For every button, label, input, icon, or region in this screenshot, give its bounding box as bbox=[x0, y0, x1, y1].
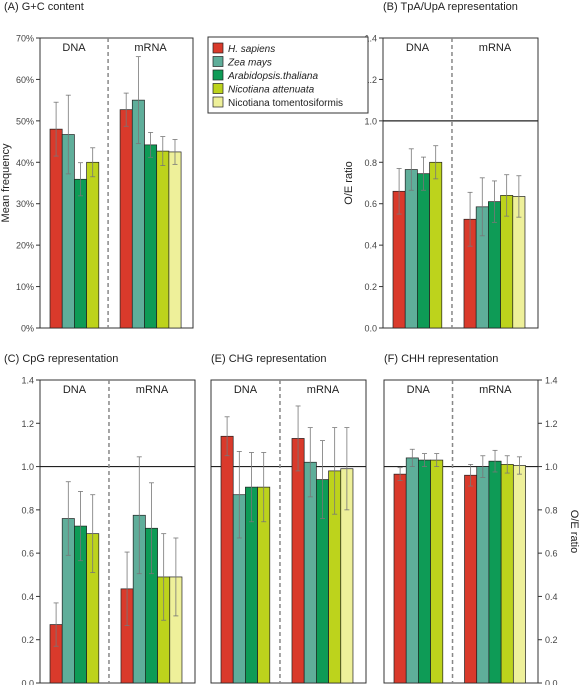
group-label-mrna: mRNA bbox=[479, 42, 512, 54]
y-tick-label: 1.2 bbox=[21, 419, 34, 429]
bar bbox=[404, 169, 418, 329]
y-tick-label: 0.6 bbox=[545, 549, 558, 559]
y-tick-label: 0.2 bbox=[364, 282, 377, 292]
legend-label: Nicotiana attenuata bbox=[228, 85, 315, 96]
y-tick-label: 1.0 bbox=[21, 462, 34, 472]
panel-1: (B) TpA/UpA representation 0.0 0.2 0.4 0.6 0.… bbox=[343, 1, 539, 334]
y-tick-label: 1.4 bbox=[21, 376, 34, 386]
y-tick-label: 0.0 bbox=[21, 679, 34, 685]
panel-title: (B) TpA/UpA representation bbox=[383, 1, 518, 13]
y-tick-label: 0.6 bbox=[21, 549, 34, 559]
y-tick-label: 1.4 bbox=[364, 34, 377, 44]
y-tick-label: 1.2 bbox=[364, 75, 377, 85]
bar bbox=[464, 474, 478, 684]
y-tick-label: 50% bbox=[16, 116, 34, 126]
legend-label: Nicotiana tomentosiformis bbox=[228, 98, 343, 109]
legend-label: Arabidopsis.thaliana bbox=[227, 71, 318, 82]
y-tick-label: 1.0 bbox=[545, 462, 558, 472]
bar bbox=[512, 465, 526, 684]
y-tick-label: 1.4 bbox=[545, 376, 558, 386]
panel-2: (C) CpG representation 0.0 0.2 0.4 0.6 0.8 1.0… bbox=[4, 353, 196, 685]
legend-swatch bbox=[212, 56, 224, 67]
y-tick-label: 0.4 bbox=[364, 241, 377, 251]
legend-box bbox=[207, 36, 369, 114]
y-axis-label: Mean frequency bbox=[0, 143, 12, 222]
y-axis-label: O/E ratio bbox=[343, 161, 355, 204]
y-tick-label: 0% bbox=[21, 324, 34, 334]
legend-label: Zea mays bbox=[227, 58, 272, 69]
legend: H. sapiens Zea mays Arabidopsis.thaliana Ni… bbox=[207, 36, 369, 114]
plot-frame bbox=[210, 379, 367, 684]
group-label-dna: DNA bbox=[407, 384, 431, 396]
y-tick-label: 0.2 bbox=[545, 635, 558, 645]
bar bbox=[144, 144, 158, 329]
panel-3: (E) CHG representation DNA mRNA bbox=[210, 353, 367, 684]
y-tick-label: 0.4 bbox=[21, 592, 34, 602]
y-tick-label: 70% bbox=[16, 34, 34, 44]
bar bbox=[86, 161, 100, 329]
bar bbox=[405, 457, 419, 684]
group-label-mrna: mRNA bbox=[307, 384, 340, 396]
group-label-dna: DNA bbox=[62, 42, 86, 54]
y-tick-label: 0.8 bbox=[364, 158, 377, 168]
y-tick-label: 0.8 bbox=[545, 505, 558, 515]
y-tick-label: 40% bbox=[16, 158, 34, 168]
group-label-dna: DNA bbox=[63, 384, 87, 396]
group-label-mrna: mRNA bbox=[134, 42, 167, 54]
y-tick-label: 0.2 bbox=[21, 635, 34, 645]
group-label-dna: DNA bbox=[406, 42, 430, 54]
bar bbox=[418, 459, 431, 684]
y-tick-label: 20% bbox=[16, 241, 34, 251]
legend-label: H. sapiens bbox=[228, 44, 275, 55]
y-tick-label: 0.6 bbox=[364, 199, 377, 209]
bar bbox=[393, 473, 407, 684]
plot-frame bbox=[382, 37, 539, 329]
bar bbox=[156, 150, 170, 329]
group-label-dna: DNA bbox=[234, 384, 258, 396]
bar bbox=[417, 173, 430, 329]
bar bbox=[488, 460, 502, 684]
bar bbox=[168, 151, 182, 329]
plot-frame bbox=[39, 379, 196, 684]
y-tick-label: 0.8 bbox=[21, 505, 34, 515]
group-label-mrna: mRNA bbox=[479, 384, 512, 396]
bar bbox=[500, 464, 514, 684]
y-tick-label: 0.0 bbox=[364, 324, 377, 334]
bar bbox=[220, 435, 234, 684]
y-tick-label: 10% bbox=[16, 282, 34, 292]
y-axis-label: O/E ratio bbox=[568, 510, 579, 553]
bar bbox=[430, 459, 444, 684]
plot-frame bbox=[383, 379, 539, 684]
bar bbox=[476, 466, 490, 684]
bar bbox=[119, 109, 133, 329]
bar bbox=[49, 128, 63, 329]
y-tick-label: 1.0 bbox=[364, 116, 377, 126]
y-tick-label: 1.2 bbox=[545, 419, 558, 429]
y-tick-label: 60% bbox=[16, 75, 34, 85]
y-tick-label: 0.4 bbox=[545, 592, 558, 602]
legend-swatch bbox=[212, 69, 224, 81]
legend-swatch bbox=[212, 42, 224, 54]
group-label-mrna: mRNA bbox=[136, 384, 169, 396]
panel-title: (C) CpG representation bbox=[4, 353, 118, 365]
legend-swatch bbox=[212, 83, 224, 94]
panel-title: (A) G+C content bbox=[4, 1, 84, 13]
y-tick-label: 30% bbox=[16, 199, 34, 209]
panel-title: (E) CHG representation bbox=[211, 353, 327, 365]
bar bbox=[74, 178, 87, 329]
bar bbox=[291, 438, 305, 684]
panel-4: (F) CHH representation 0.0 0.2 0.4 0.6 0.8 1.0… bbox=[383, 353, 579, 685]
bar bbox=[429, 161, 443, 329]
panel-0: (A) G+C content 0% 10% 20% 30% 40% 50% 60% 70% Me… bbox=[0, 1, 194, 334]
legend-swatch bbox=[212, 96, 224, 108]
plot-frame bbox=[39, 37, 194, 329]
panel-title: (F) CHH representation bbox=[384, 353, 498, 365]
y-tick-label: 0.0 bbox=[545, 679, 558, 685]
